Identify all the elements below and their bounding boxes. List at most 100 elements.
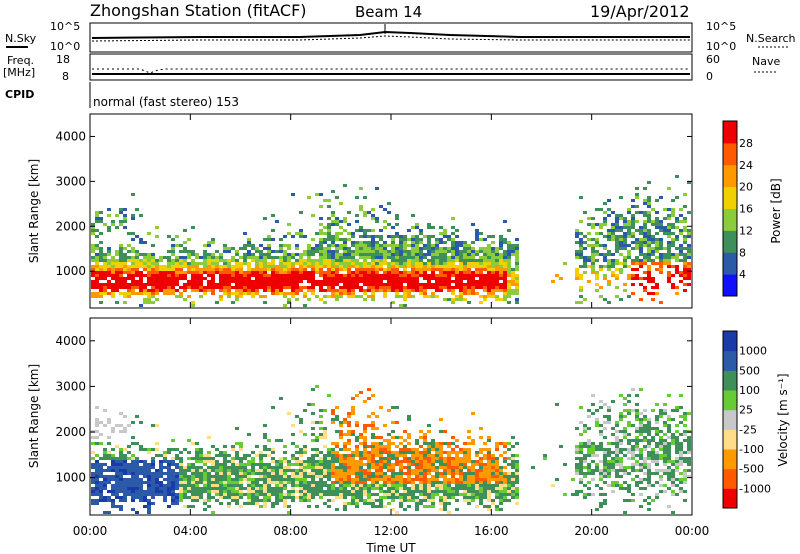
power-cell: [127, 232, 131, 235]
velocity-cell: [399, 499, 403, 502]
power-cell: [615, 223, 619, 226]
velocity-cell: [191, 469, 195, 472]
velocity-cell: [643, 472, 647, 475]
power-cell: [463, 298, 467, 301]
power-cell: [675, 196, 679, 199]
power-cell: [223, 280, 227, 283]
power-cell: [555, 274, 559, 277]
power-cell: [255, 277, 259, 280]
power-cell: [431, 259, 435, 262]
velocity-cell: [431, 493, 435, 496]
velocity-cell: [579, 469, 583, 472]
velocity-cell: [151, 487, 155, 490]
velocity-cell: [411, 460, 415, 463]
velocity-cell: [327, 472, 331, 475]
power-cell: [431, 271, 435, 274]
power-cell: [491, 286, 495, 289]
power-cell: [479, 268, 483, 271]
power-cell: [203, 292, 207, 295]
power-cell: [587, 217, 591, 220]
velocity-cell: [175, 481, 179, 484]
velocity-cell: [307, 490, 311, 493]
power-cell: [99, 301, 103, 304]
power-cell: [99, 220, 103, 223]
power-cell: [359, 295, 363, 298]
velocity-cell: [167, 469, 171, 472]
power-cell: [687, 265, 691, 268]
power-cell: [443, 271, 447, 274]
velocity-cell: [355, 460, 359, 463]
velocity-cell: [411, 472, 415, 475]
power-cell: [467, 274, 471, 277]
velocity-cell: [95, 460, 99, 463]
power-cell: [487, 256, 491, 259]
power-cell: [487, 283, 491, 286]
velocity-cell: [659, 430, 663, 433]
velocity-cell: [615, 460, 619, 463]
velocity-cell: [135, 463, 139, 466]
power-cell: [183, 271, 187, 274]
velocity-cell: [459, 475, 463, 478]
power-cell: [91, 250, 95, 253]
power-cell: [171, 292, 175, 295]
power-cell: [135, 256, 139, 259]
velocity-cell: [427, 469, 431, 472]
power-cell: [603, 259, 607, 262]
velocity-cell: [207, 460, 211, 463]
power-cell: [215, 286, 219, 289]
power-cell: [243, 244, 247, 247]
velocity-cell: [427, 445, 431, 448]
velocity-cell: [467, 478, 471, 481]
velocity-cell: [147, 469, 151, 472]
velocity-cell: [579, 478, 583, 481]
velocity-cell: [135, 478, 139, 481]
velocity-cell: [511, 457, 515, 460]
velocity-cell: [239, 496, 243, 499]
velocity-cell: [579, 460, 583, 463]
velocity-cell: [487, 484, 491, 487]
velocity-cell: [283, 469, 287, 472]
power-cell: [371, 286, 375, 289]
power-cell: [443, 274, 447, 277]
velocity-cell: [123, 487, 127, 490]
velocity-cell: [99, 469, 103, 472]
power-cell: [195, 262, 199, 265]
power-cell: [223, 247, 227, 250]
power-cell: [667, 277, 671, 280]
velocity-cell: [471, 481, 475, 484]
power-cell: [667, 223, 671, 226]
power-cell: [671, 199, 675, 202]
power-cell: [223, 244, 227, 247]
power-cell: [343, 238, 347, 241]
power-cell: [375, 250, 379, 253]
velocity-cell: [427, 496, 431, 499]
velocity-cell: [407, 499, 411, 502]
power-cell: [279, 277, 283, 280]
velocity-cell: [123, 454, 127, 457]
power-cell: [427, 253, 431, 256]
velocity-cell: [399, 502, 403, 505]
power-cell: [379, 259, 383, 262]
velocity-cell: [663, 454, 667, 457]
power-cell: [455, 295, 459, 298]
velocity-cell: [403, 448, 407, 451]
power-cell: [363, 244, 367, 247]
velocity-cell: [371, 436, 375, 439]
power-cell: [367, 229, 371, 232]
velocity-cell: [223, 451, 227, 454]
power-cell: [415, 223, 419, 226]
velocity-cell: [263, 484, 267, 487]
power-cell: [107, 274, 111, 277]
velocity-cell: [355, 499, 359, 502]
power-cell: [155, 235, 159, 238]
power-cell: [111, 289, 115, 292]
velocity-cell: [99, 499, 103, 502]
power-cell: [307, 289, 311, 292]
power-cell: [247, 265, 251, 268]
velocity-cell: [379, 490, 383, 493]
power-cell: [363, 253, 367, 256]
velocity-cell: [251, 484, 255, 487]
velocity-cell: [215, 448, 219, 451]
power-cell: [331, 262, 335, 265]
power-cell: [635, 259, 639, 262]
